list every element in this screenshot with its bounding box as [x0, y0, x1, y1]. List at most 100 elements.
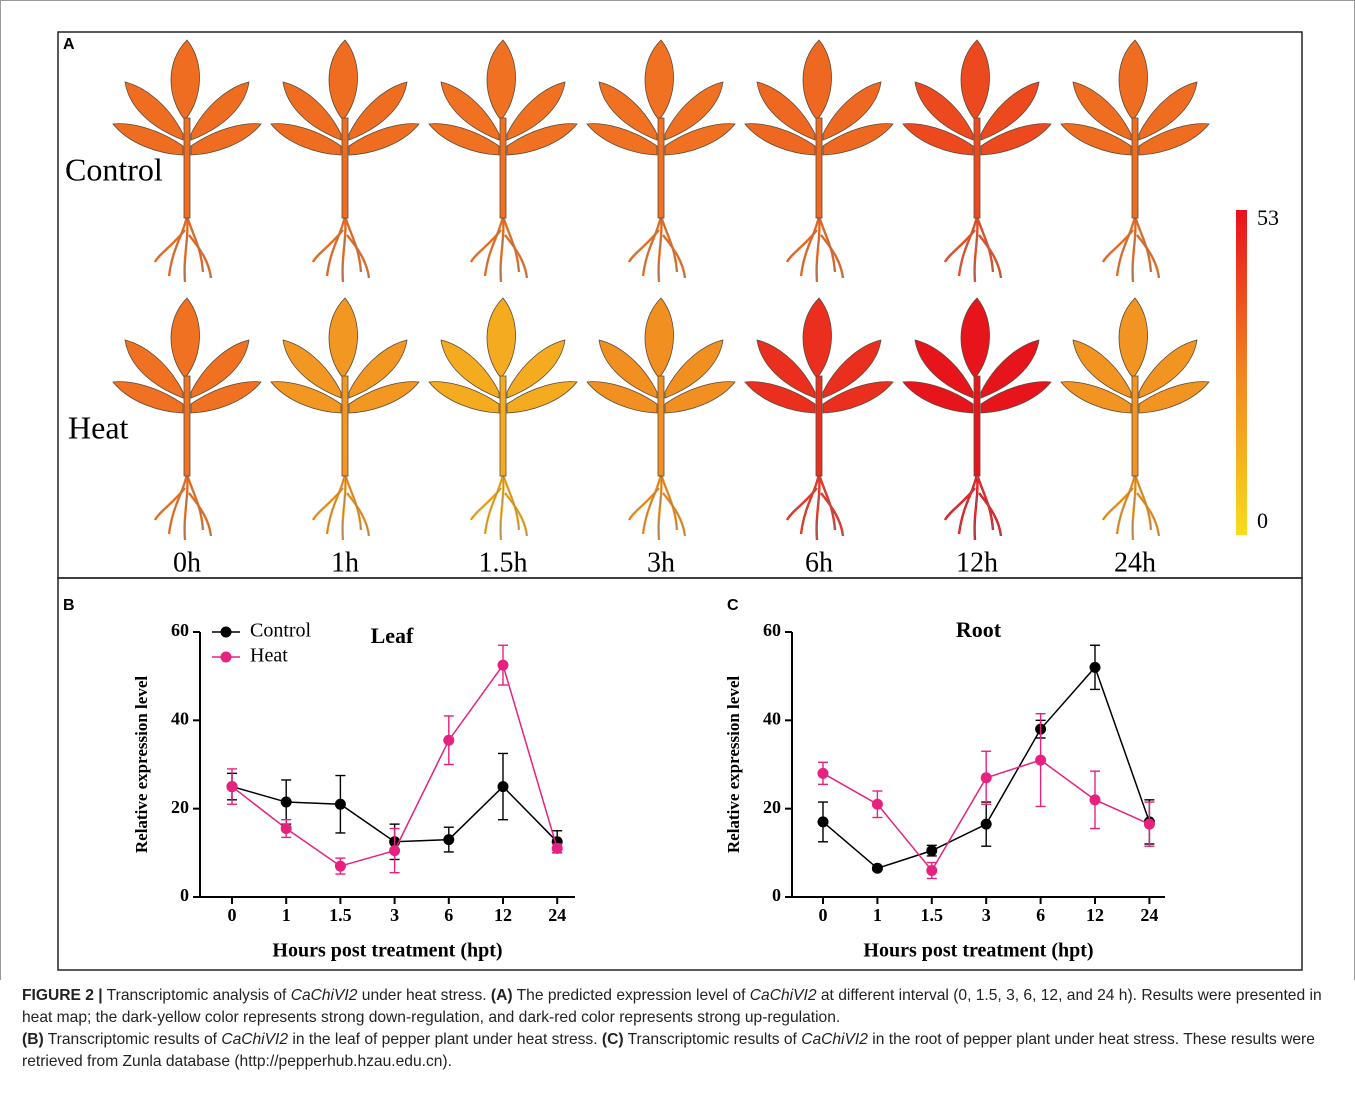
- plant-leaf: [171, 298, 200, 378]
- column-label: 1.5h: [479, 547, 528, 578]
- y-tick-label: 0: [772, 885, 781, 905]
- panel-bc-frame: [58, 578, 1302, 970]
- plant-leaf: [487, 298, 516, 378]
- data-point: [335, 799, 346, 810]
- data-point: [981, 772, 992, 783]
- legend-label: Heat: [250, 645, 288, 667]
- y-tick-label: 40: [763, 708, 781, 728]
- plant: [587, 40, 735, 282]
- panel-letter: C: [727, 597, 739, 614]
- plant-leaf: [816, 118, 822, 218]
- colorbar-label: 0: [1257, 508, 1268, 533]
- caption-text: Transcriptomic analysis of: [103, 987, 291, 1004]
- plant-leaf: [1132, 118, 1138, 218]
- plant-leaf: [1119, 298, 1148, 378]
- y-tick-label: 40: [171, 708, 189, 728]
- chart-title: Root: [956, 617, 1002, 642]
- data-point: [281, 797, 292, 808]
- caption-text: CaChiVI2: [750, 987, 817, 1004]
- caption-text: (C): [602, 1031, 624, 1048]
- plant-leaf: [184, 118, 190, 218]
- plant-leaf: [1119, 40, 1148, 120]
- plant: [1061, 298, 1209, 540]
- plant: [903, 298, 1051, 540]
- plant-leaf: [500, 376, 506, 476]
- x-axis-label: Hours post treatment (hpt): [863, 940, 1093, 962]
- data-point: [926, 845, 937, 856]
- plant-leaf: [974, 118, 980, 218]
- row-label: Heat: [68, 409, 129, 445]
- data-point: [498, 781, 509, 792]
- legend-label: Control: [250, 620, 312, 642]
- plant-leaf: [961, 298, 990, 378]
- x-tick-label: 12: [494, 905, 512, 925]
- legend-marker: [221, 627, 232, 638]
- plant: [271, 298, 419, 540]
- caption-text: The predicted expression level of: [513, 987, 750, 1004]
- plant-leaf: [184, 376, 190, 476]
- plant-leaf: [961, 40, 990, 120]
- plant-leaf: [645, 298, 674, 378]
- x-tick-label: 1.5: [329, 905, 352, 925]
- plant-leaf: [1132, 376, 1138, 476]
- data-point: [443, 834, 454, 845]
- plant-leaf: [500, 118, 506, 218]
- caption-paragraph: FIGURE 2 | Transcriptomic analysis of Ca…: [22, 985, 1340, 1029]
- caption-text: CaChiVI2: [291, 987, 358, 1004]
- plant: [745, 298, 893, 540]
- x-tick-label: 0: [228, 905, 237, 925]
- x-tick-label: 6: [1036, 905, 1045, 925]
- y-tick-label: 20: [171, 797, 189, 817]
- x-tick-label: 1.5: [921, 905, 944, 925]
- plant-leaf: [803, 40, 832, 120]
- data-point: [926, 865, 937, 876]
- chart-title: Leaf: [371, 623, 414, 648]
- panel-letter: B: [63, 597, 75, 614]
- plant-leaf: [329, 40, 358, 120]
- caption: FIGURE 2 | Transcriptomic analysis of Ca…: [22, 985, 1340, 1073]
- y-tick-label: 20: [763, 797, 781, 817]
- caption-text: CaChiVI2: [801, 1031, 868, 1048]
- plant: [429, 40, 577, 282]
- data-point: [872, 799, 883, 810]
- page: {"chart_data": [ {"type": "heatmap", "pa…: [0, 0, 1355, 1109]
- data-point: [1090, 662, 1101, 673]
- plant-leaf: [645, 40, 674, 120]
- panel-letter: A: [63, 36, 75, 53]
- column-label: 1h: [331, 547, 359, 578]
- x-axis-label: Hours post treatment (hpt): [272, 940, 502, 962]
- colorbar: [1236, 210, 1247, 535]
- data-point: [335, 861, 346, 872]
- x-tick-label: 3: [982, 905, 991, 925]
- y-tick-label: 0: [180, 885, 189, 905]
- column-label: 24h: [1114, 547, 1156, 578]
- data-point: [389, 845, 400, 856]
- caption-text: under heat stress.: [357, 987, 490, 1004]
- data-point: [981, 819, 992, 830]
- x-tick-label: 1: [282, 905, 291, 925]
- data-point: [1090, 794, 1101, 805]
- caption-paragraph: (B) Transcriptomic results of CaChiVI2 i…: [22, 1029, 1340, 1073]
- plant-leaf: [342, 118, 348, 218]
- plant-leaf: [658, 118, 664, 218]
- plant-leaf: [171, 40, 200, 120]
- colorbar-label: 53: [1257, 205, 1279, 230]
- x-tick-label: 1: [873, 905, 882, 925]
- caption-text: Transcriptomic results of: [44, 1031, 222, 1048]
- plant-leaf: [816, 376, 822, 476]
- plant: [271, 40, 419, 282]
- plant-leaf: [342, 376, 348, 476]
- data-point: [1144, 819, 1155, 830]
- caption-text: CaChiVI2: [221, 1031, 288, 1048]
- plant-leaf: [487, 40, 516, 120]
- plant: [113, 298, 261, 540]
- x-tick-label: 24: [1140, 905, 1158, 925]
- plant-leaf: [658, 376, 664, 476]
- caption-text: (B): [22, 1031, 44, 1048]
- y-axis-label: Relative expression level: [132, 676, 151, 853]
- caption-text: (A): [491, 987, 513, 1004]
- data-point: [552, 843, 563, 854]
- plant: [587, 298, 735, 540]
- data-point: [281, 823, 292, 834]
